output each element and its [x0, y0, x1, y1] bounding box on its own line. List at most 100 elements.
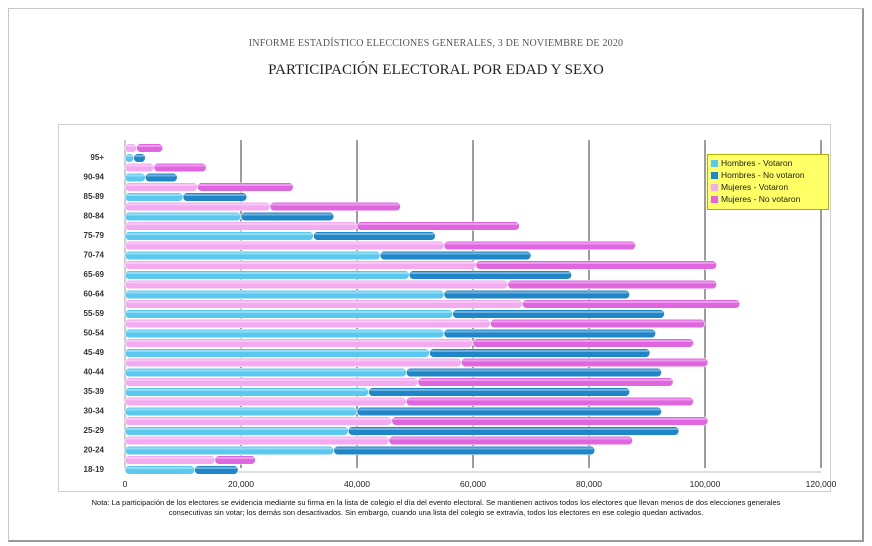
y-tick-label: 30-34	[84, 407, 105, 416]
bar-segment	[197, 182, 294, 192]
bar-highlight	[126, 144, 136, 147]
bar-segment	[356, 221, 520, 231]
legend-swatch	[711, 159, 718, 167]
bar-highlight	[474, 339, 693, 342]
bar-highlight	[242, 213, 333, 216]
bar-segment	[417, 377, 674, 387]
x-tick-label: 60,000	[460, 479, 486, 489]
bar-highlight	[445, 291, 629, 294]
bar-segment	[136, 143, 164, 153]
legend-swatch	[711, 183, 718, 191]
bar-highlight	[392, 417, 707, 420]
bar-segment	[391, 416, 709, 426]
bar-highlight	[126, 398, 406, 401]
bar-segment	[461, 357, 709, 368]
bar-segment	[452, 309, 665, 319]
bar-segment	[475, 260, 717, 270]
y-tick-label: 60-64	[84, 290, 105, 299]
bar-highlight	[134, 154, 145, 157]
bar-highlight	[418, 378, 673, 381]
bar-segment	[429, 348, 651, 358]
y-tick-label: 20-24	[84, 446, 105, 455]
legend-swatch	[711, 195, 718, 203]
bar-highlight	[126, 349, 429, 352]
bar-segment	[405, 367, 662, 378]
legend-label: Mujeres - No votaron	[721, 194, 801, 204]
bar-highlight	[126, 408, 356, 411]
bar-highlight	[126, 466, 194, 469]
bar-highlight	[334, 447, 594, 450]
y-tick-label: 75-79	[84, 231, 105, 240]
bar-highlight	[126, 378, 417, 381]
bar-segment	[521, 299, 741, 309]
bar-segment	[443, 289, 630, 300]
bar-highlight	[126, 359, 461, 362]
bar-highlight	[126, 330, 443, 333]
legend-item: Hombres - Votaron	[711, 157, 825, 169]
bar-highlight	[137, 144, 162, 147]
bar-highlight	[155, 164, 206, 167]
bar-highlight	[126, 203, 269, 206]
chart-legend: Hombres - Votaron Hombres - No votaron M…	[707, 154, 829, 210]
bar-highlight	[184, 193, 246, 196]
bar-highlight	[410, 271, 571, 274]
bar-highlight	[126, 427, 348, 430]
bar-highlight	[215, 456, 255, 459]
bar-highlight	[126, 369, 406, 372]
bar-segment	[405, 396, 694, 407]
bar-highlight	[126, 213, 240, 216]
bar-segment	[145, 172, 178, 183]
bar-segment	[356, 406, 662, 417]
bar-highlight	[126, 300, 522, 303]
bar-highlight	[126, 164, 153, 167]
bar-highlight	[453, 310, 664, 313]
legend-item: Mujeres - Votaron	[711, 181, 825, 193]
bar-highlight	[126, 437, 388, 440]
bar-highlight	[445, 330, 655, 333]
bar-highlight	[126, 456, 214, 459]
bar-highlight	[126, 193, 182, 196]
bar-segment	[333, 445, 596, 456]
bar-highlight	[508, 281, 716, 284]
y-tick-label: 80-84	[84, 212, 105, 221]
x-tick-label: 0	[123, 479, 128, 489]
bar-segment	[347, 426, 680, 436]
y-tick-label: 85-89	[84, 192, 105, 201]
footnote: Nota: La participación de los electores …	[91, 498, 781, 517]
bar-segment	[507, 279, 717, 290]
x-tick-label: 40,000	[344, 479, 370, 489]
y-tick-label: 65-69	[84, 270, 105, 279]
bar-highlight	[358, 222, 519, 225]
bar-highlight	[271, 203, 400, 206]
bar-highlight	[445, 242, 635, 245]
y-tick-label: 70-74	[84, 251, 105, 260]
x-tick-label: 100,000	[690, 479, 721, 489]
bar-highlight	[126, 320, 490, 323]
bar-segment	[133, 153, 146, 163]
bar-highlight	[389, 437, 632, 440]
legend-label: Hombres - No votaron	[721, 170, 805, 180]
y-tick-label: 18-19	[84, 465, 105, 474]
bar-segment	[214, 455, 256, 465]
bar-segment	[408, 270, 572, 280]
bar-segment	[472, 338, 694, 348]
bar-highlight	[476, 261, 716, 264]
report-subtitle: INFORME ESTADÍSTICO ELECCIONES GENERALES…	[248, 38, 624, 49]
y-tick-label: 90-94	[84, 173, 105, 182]
bar-segment	[490, 318, 706, 329]
bar-highlight	[126, 261, 475, 264]
bar-highlight	[126, 174, 145, 177]
bar-segment	[269, 201, 401, 212]
bar-highlight	[195, 466, 238, 469]
bar-segment	[443, 328, 656, 339]
bar-highlight	[126, 339, 472, 342]
bar-segment	[153, 162, 207, 173]
bar-highlight	[126, 310, 452, 313]
bar-highlight	[430, 349, 649, 352]
bar-highlight	[407, 398, 693, 401]
bar-highlight	[146, 174, 177, 177]
bar-segment	[388, 435, 633, 446]
bar-highlight	[407, 369, 661, 372]
bar-highlight	[126, 417, 391, 420]
